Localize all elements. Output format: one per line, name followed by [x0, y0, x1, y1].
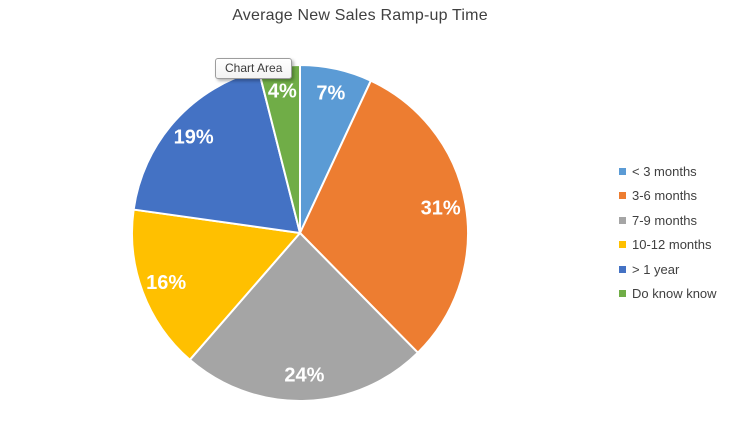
legend-item-do-know-know[interactable]: Do know know	[619, 282, 717, 307]
pie-slice-label-1-year: 19%	[174, 127, 214, 149]
pie-slice-label-7-9-months: 24%	[284, 365, 324, 387]
legend-marker-icon	[619, 167, 626, 175]
legend-label: 3-6 months	[632, 188, 698, 204]
pie-slice-label-10-12-months: 16%	[146, 272, 186, 294]
chart-title[interactable]: Average New Sales Ramp-up Time	[232, 7, 488, 24]
legend-marker-icon	[619, 192, 626, 200]
pie-slice-7-9-months[interactable]	[188, 232, 419, 402]
legend-label: 10-12 months	[632, 237, 712, 253]
legend-label: Do know know	[632, 286, 717, 302]
legend-marker-icon	[619, 241, 626, 249]
legend-marker-icon	[619, 265, 626, 273]
legend-item-3-6-months[interactable]: 3-6 months	[619, 184, 717, 209]
pie-slice-10-12-months[interactable]	[131, 208, 301, 361]
pie-slice-label-3-6-months: 31%	[421, 198, 461, 220]
pie-slice-label-3-months: 7%	[316, 83, 345, 105]
legend-marker-icon	[619, 290, 626, 298]
legend-item-7-9-months[interactable]: 7-9 months	[619, 208, 717, 233]
legend: < 3 months 3-6 months 7-9 months 10-12 mont…	[619, 159, 717, 306]
pie-slice-label-do-know-know: 4%	[268, 80, 297, 102]
legend-marker-icon	[619, 216, 626, 224]
pie-slice-3-6-months[interactable]	[299, 79, 469, 354]
legend-label: > 1 year	[632, 261, 680, 277]
chart-area-tooltip: Chart Area	[215, 58, 293, 79]
legend-item-10-12-months[interactable]: 10-12 months	[619, 233, 717, 258]
legend-label: < 3 months	[632, 163, 697, 179]
legend-item-1-year[interactable]: > 1 year	[619, 257, 717, 282]
legend-item-3-months[interactable]: < 3 months	[619, 159, 717, 184]
legend-label: 7-9 months	[632, 212, 698, 228]
